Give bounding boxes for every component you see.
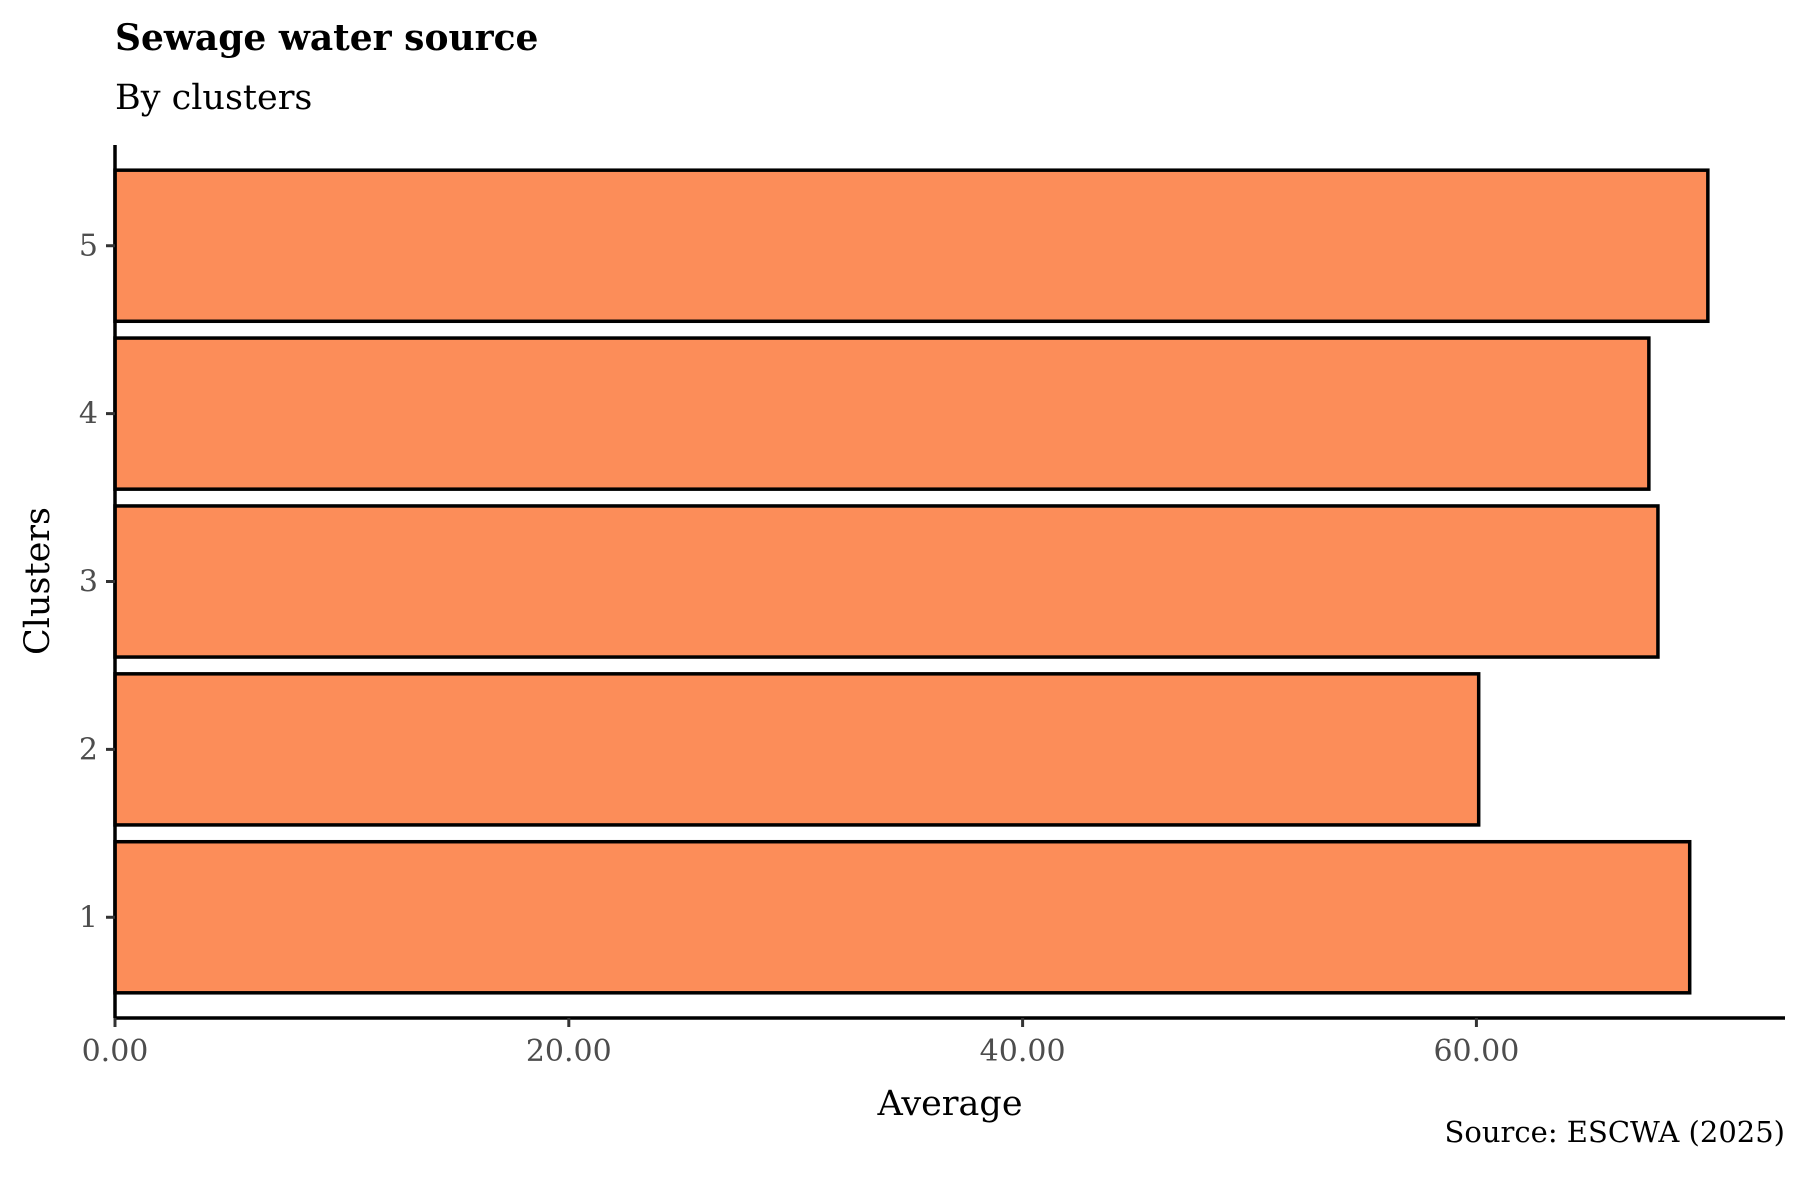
chart-title: Sewage water source bbox=[115, 17, 538, 59]
bar-cluster-2 bbox=[113, 672, 1481, 827]
bar-cluster-4 bbox=[113, 336, 1651, 491]
y-tick-label: 2 bbox=[79, 732, 98, 767]
bar-cluster-1 bbox=[113, 839, 1692, 995]
x-tick-label: 40.00 bbox=[980, 1034, 1066, 1069]
y-tick-label: 3 bbox=[79, 565, 98, 600]
axes-group bbox=[106, 145, 1785, 1027]
y-axis-title: Clusters bbox=[18, 507, 58, 655]
x-tick-label: 0.00 bbox=[82, 1034, 149, 1069]
chart-subtitle: By clusters bbox=[115, 78, 312, 118]
y-tick-label: 4 bbox=[79, 397, 98, 432]
y-tick-label: 5 bbox=[79, 229, 98, 264]
bar-cluster-5 bbox=[113, 168, 1710, 324]
x-axis-title: Average bbox=[876, 1084, 1022, 1124]
bars-group bbox=[113, 168, 1710, 995]
x-tick-label: 60.00 bbox=[1433, 1034, 1519, 1069]
bar-cluster-3 bbox=[113, 504, 1660, 659]
chart-caption: Source: ESCWA (2025) bbox=[1445, 1115, 1785, 1149]
x-tick-label: 20.00 bbox=[526, 1034, 612, 1069]
tick-labels-group: 0.00 20.00 40.00 60.00 1 2 3 4 5 bbox=[79, 229, 1519, 1069]
y-tick-label: 1 bbox=[79, 900, 98, 935]
